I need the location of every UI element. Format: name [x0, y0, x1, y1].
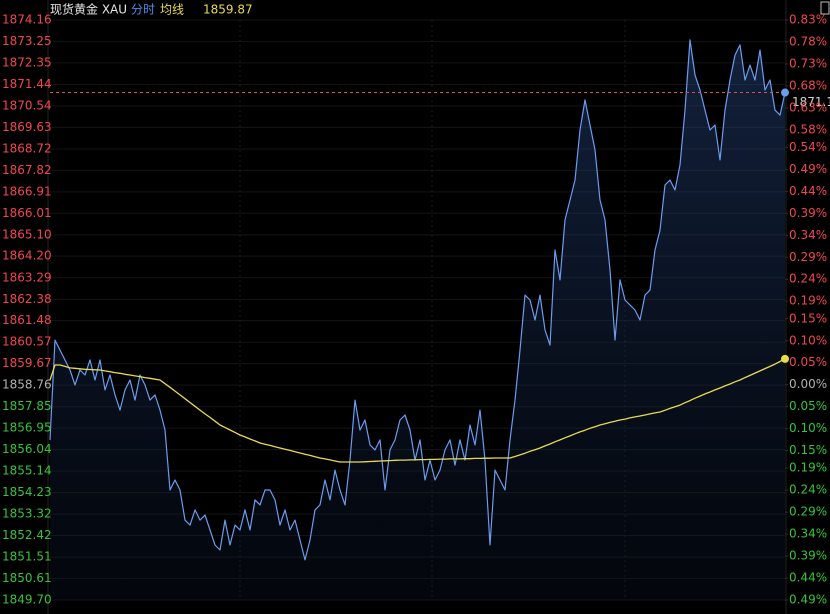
y-tick-label: 1866.01: [2, 206, 52, 220]
y2-tick-label: 0.29%: [789, 250, 827, 264]
y2-tick-label: 0.00%: [789, 377, 827, 391]
y-tick-label: 1865.10: [2, 227, 52, 241]
y2-tick-label: 0.54%: [789, 140, 827, 154]
y2-tick-label: 0.73%: [789, 56, 827, 70]
y2-tick-label: 0.24%: [789, 483, 827, 497]
y2-tick-label: 0.15%: [789, 443, 827, 457]
y-tick-label: 1872.35: [2, 55, 52, 69]
y2-tick-label: 0.44%: [789, 571, 827, 585]
y2-tick-label: 0.44%: [789, 184, 827, 198]
y-tick-label: 1873.25: [2, 34, 52, 48]
y2-tick-label: 0.05%: [789, 399, 827, 413]
area: [50, 39, 785, 600]
y-tick-label: 1863.29: [2, 270, 52, 284]
legend-label: 均线: [160, 3, 184, 17]
y-tick-label: 1850.61: [2, 571, 52, 585]
y-tick-label: 1849.70: [2, 593, 52, 607]
y2-tick-label: 0.34%: [789, 228, 827, 242]
y-tick-label: 1856.04: [2, 442, 52, 456]
legend-value: 1859.87: [203, 3, 253, 17]
y2-tick-label: 0.83%: [789, 13, 827, 27]
y-tick-label: 1859.67: [2, 356, 52, 370]
y2-tick-label: 0.19%: [789, 294, 827, 308]
y2-tick-label: 0.05%: [789, 355, 827, 369]
y-tick-label: 1854.23: [2, 485, 52, 499]
y-tick-label: 1861.48: [2, 313, 52, 327]
y2-tick-label: 0.39%: [789, 206, 827, 220]
y2-tick-label: 0.29%: [789, 505, 827, 519]
y-tick-label: 1851.51: [2, 550, 52, 564]
y2-tick-label: 0.19%: [789, 461, 827, 475]
y-tick-label: 1864.20: [2, 249, 52, 263]
y-tick-label: 1862.38: [2, 292, 52, 306]
y2-tick-label: 0.49%: [789, 593, 827, 607]
y-tick-label: 1870.54: [2, 98, 52, 112]
y-tick-label: 1855.14: [2, 464, 52, 478]
y2-tick-label: 0.15%: [789, 311, 827, 325]
y2-tick-label: 0.10%: [789, 333, 827, 347]
y-tick-label: 1874.16: [2, 13, 52, 27]
last-price-box: [788, 94, 830, 111]
y-tick-label: 1860.57: [2, 335, 52, 349]
y-tick-label: 1867.82: [2, 163, 52, 177]
y-tick-label: 1852.42: [2, 528, 52, 542]
y-tick-label: 1853.32: [2, 507, 52, 521]
price-line: [49, 39, 786, 561]
y-tick-label: 1858.76: [2, 378, 52, 392]
y-tick-label: 1857.85: [2, 399, 52, 413]
chart-title: 现货黄金 XAU: [50, 2, 127, 17]
y-tick-label: 1856.95: [2, 421, 52, 435]
y2-tick-label: 0.58%: [789, 122, 827, 136]
y2-tick-label: 0.10%: [789, 421, 827, 435]
y2-tick-label: 0.78%: [789, 34, 827, 48]
y2-tick-label: 0.63%: [789, 100, 827, 114]
mode-label[interactable]: 分时: [131, 3, 155, 17]
end-dot: [781, 88, 789, 97]
y2-tick-label: 0.39%: [789, 549, 827, 563]
y-tick-label: 1871.44: [2, 77, 52, 91]
y-tick-label: 1869.63: [2, 120, 52, 134]
plot: 1871.1: [49, 39, 830, 600]
y-tick-label: 1868.72: [2, 141, 52, 155]
last-price-label: 1871.1: [792, 95, 830, 109]
menu-icon[interactable]: [820, 1, 830, 15]
y-tick-label: 1866.91: [2, 184, 52, 198]
y2-tick-label: 0.68%: [789, 78, 827, 92]
end-dot: [781, 354, 789, 363]
y2-tick-label: 0.24%: [789, 272, 827, 286]
average-line: [49, 358, 786, 463]
y2-tick-label: 0.49%: [789, 162, 827, 176]
y2-tick-label: 0.34%: [789, 527, 827, 541]
